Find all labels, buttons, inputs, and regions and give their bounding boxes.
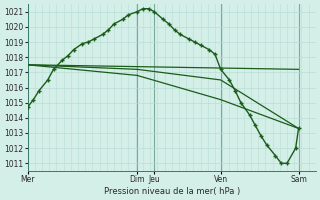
X-axis label: Pression niveau de la mer( hPa ): Pression niveau de la mer( hPa ) — [104, 187, 240, 196]
